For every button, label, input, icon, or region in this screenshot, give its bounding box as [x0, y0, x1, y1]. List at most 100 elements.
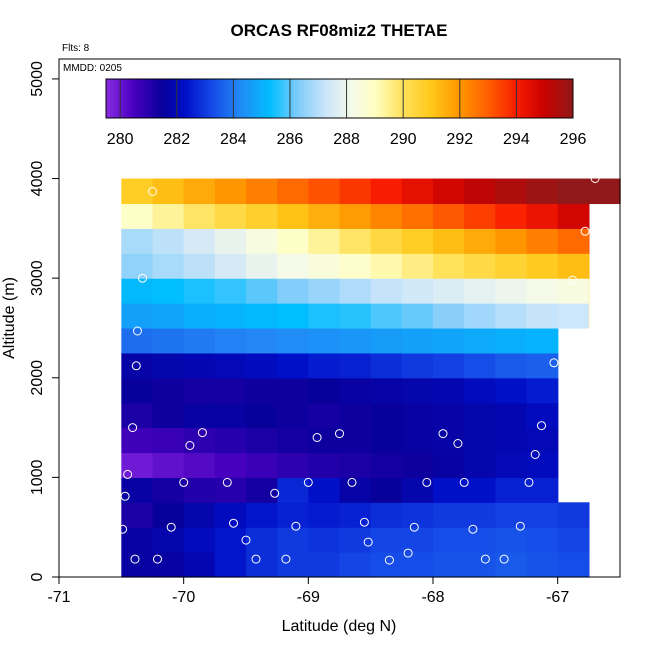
colorbar-segment — [254, 79, 259, 118]
heatmap-cell — [495, 352, 528, 379]
colorbar-segment — [123, 79, 128, 118]
heatmap-cell — [495, 327, 528, 354]
colorbar-segment — [311, 79, 316, 118]
colorbar-segment — [173, 79, 178, 118]
colorbar-segment — [176, 79, 181, 118]
y-tick-label: 4000 — [29, 161, 46, 197]
observation-point — [133, 326, 142, 336]
heatmap-cell — [277, 427, 309, 454]
colorbar-segment — [197, 79, 203, 118]
heatmap-cell — [183, 452, 216, 478]
colorbar-segment — [275, 79, 280, 118]
heatmap-cell — [308, 502, 341, 528]
heatmap-cell — [183, 278, 216, 304]
colorbar-segment — [268, 79, 273, 118]
heatmap-cell — [464, 402, 496, 429]
heatmap-cell — [277, 228, 309, 254]
colorbar-segment — [350, 79, 355, 118]
heatmap-cell — [401, 303, 434, 329]
colorbar-segment — [505, 79, 510, 118]
flights-annotation: Flts: 8 — [62, 43, 90, 54]
observation-point — [537, 421, 546, 431]
observation-point — [241, 535, 251, 545]
colorbar-segment — [346, 79, 351, 118]
colorbar-segment — [194, 79, 199, 118]
colorbar-segment — [541, 79, 546, 118]
colorbar-tick-label: 284 — [220, 131, 247, 148]
heatmap-cell — [495, 402, 528, 429]
heatmap-cell — [308, 303, 341, 329]
colorbar-segment — [325, 79, 330, 118]
colorbar-segment — [456, 79, 461, 118]
colorbar-segment — [286, 79, 291, 118]
observation-point — [335, 429, 344, 439]
heatmap-cell — [433, 253, 465, 279]
heatmap-cell — [370, 327, 403, 354]
heatmap-cell — [464, 427, 496, 454]
heatmap-cell — [339, 452, 372, 478]
heatmap-cell — [152, 427, 185, 454]
heatmap-cell — [246, 228, 278, 254]
heatmap-cell — [464, 452, 496, 478]
observation-point — [148, 187, 157, 196]
observation-point — [422, 477, 432, 487]
heatmap-cell — [339, 228, 372, 254]
colorbar-segment — [304, 79, 309, 118]
heatmap-cell — [495, 502, 528, 528]
heatmap-cell — [152, 203, 185, 229]
heatmap-cell — [121, 527, 154, 553]
heatmap-cell — [495, 427, 528, 454]
colorbar-tick-label: 296 — [560, 131, 587, 148]
observation-point — [291, 521, 301, 531]
heatmap-cell — [495, 178, 528, 205]
observation-point — [363, 537, 373, 547]
heatmap-cell — [152, 502, 185, 528]
heatmap-cell — [121, 477, 154, 503]
colorbar-segment — [183, 79, 188, 118]
observation-point — [118, 524, 128, 534]
heatmap-cell — [401, 502, 434, 528]
heatmap-cell — [183, 228, 216, 254]
heatmap-cell — [526, 203, 559, 229]
observation-point — [459, 477, 469, 487]
observation-point — [166, 522, 176, 532]
colorbar-segment — [551, 79, 556, 118]
colorbar-segment — [449, 79, 454, 118]
colorbar-segment — [431, 79, 436, 118]
colorbar-frame — [105, 78, 574, 119]
heatmap-cell — [401, 228, 434, 254]
colorbar-tick-label: 280 — [107, 131, 134, 148]
heatmap-cell — [339, 527, 372, 553]
heatmap-cell — [308, 203, 341, 229]
colorbar-segment — [272, 79, 277, 118]
colorbar-segment — [279, 79, 284, 118]
colorbar-segment — [452, 79, 457, 118]
heatmap-cell — [370, 352, 403, 379]
observation-point — [179, 477, 189, 487]
observation-point — [549, 358, 559, 368]
heatmap-cell — [370, 527, 403, 553]
heatmap-cell — [433, 178, 465, 205]
colorbar-segment — [297, 79, 302, 118]
heatmap-cell — [308, 477, 341, 503]
colorbar-tick-label: 290 — [390, 131, 417, 148]
colorbar-segment — [169, 79, 174, 118]
heatmap-cell — [433, 327, 465, 354]
colorbar-ticks — [119, 79, 574, 118]
heatmap-cell — [308, 253, 341, 279]
heatmap-cell — [495, 228, 528, 254]
observation-point — [359, 517, 369, 527]
heatmap-cell — [464, 253, 496, 279]
observation-point — [568, 275, 578, 285]
colorbar-segment — [473, 79, 478, 118]
colorbar-segment — [527, 79, 532, 118]
heatmap-cell — [277, 303, 309, 329]
heatmap-cell — [526, 303, 559, 329]
heatmap-cell — [557, 352, 559, 379]
heatmap-cell — [246, 327, 278, 354]
colorbar-segment — [516, 79, 521, 118]
colorbar-segment — [378, 79, 383, 118]
heatmap-cell — [339, 427, 372, 454]
heatmap-cell — [183, 377, 216, 404]
colorbar-segment — [445, 79, 450, 118]
